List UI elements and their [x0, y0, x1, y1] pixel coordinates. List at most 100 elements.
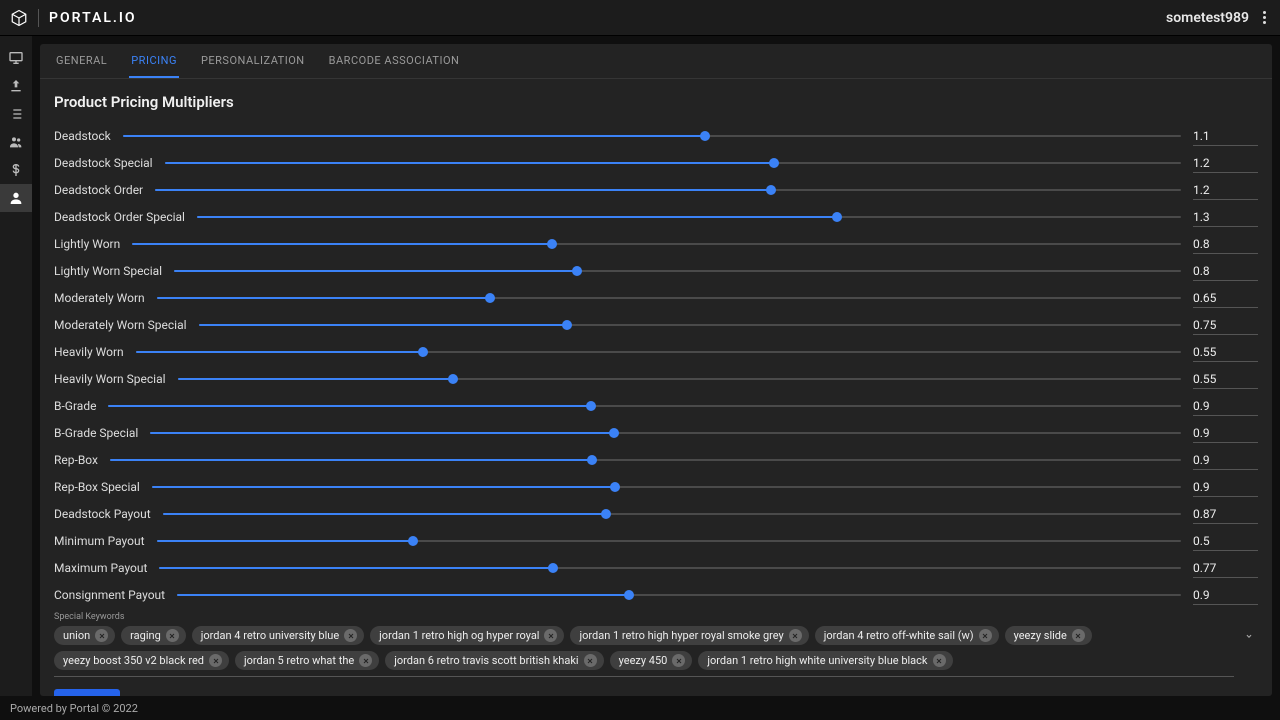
- slider-thumb[interactable]: [586, 401, 596, 411]
- close-icon[interactable]: [979, 629, 992, 642]
- close-icon[interactable]: [95, 629, 108, 642]
- slider-row: Consignment Payout0.9: [54, 584, 1258, 606]
- slider-thumb[interactable]: [448, 374, 458, 384]
- slider-row: Minimum Payout0.5: [54, 530, 1258, 552]
- slider-label: Deadstock Order: [54, 183, 143, 197]
- user-menu[interactable]: sometest989: [1166, 7, 1270, 28]
- close-icon[interactable]: [209, 654, 222, 667]
- slider-label: Heavily Worn: [54, 345, 124, 359]
- keyword-chip-label: jordan 1 retro high white university blu…: [707, 654, 927, 667]
- slider-thumb[interactable]: [587, 455, 597, 465]
- slider-thumb[interactable]: [408, 536, 418, 546]
- slider-value[interactable]: 0.9: [1193, 586, 1258, 605]
- sidebar-item-list[interactable]: [0, 100, 32, 128]
- slider-track[interactable]: [110, 449, 1181, 471]
- tabs: GENERAL PRICING PERSONALIZATION BARCODE ASS…: [40, 44, 1272, 79]
- slider-value[interactable]: 0.8: [1193, 235, 1258, 254]
- slider-label: Rep-Box Special: [54, 480, 140, 494]
- tab-barcode-association[interactable]: BARCODE ASSOCIATION: [327, 44, 462, 78]
- sidebar-item-dollar[interactable]: [0, 156, 32, 184]
- keyword-chip-label: jordan 1 retro high og hyper royal: [379, 629, 539, 642]
- slider-value[interactable]: 0.65: [1193, 289, 1258, 308]
- slider-value[interactable]: 0.87: [1193, 505, 1258, 524]
- slider-thumb[interactable]: [562, 320, 572, 330]
- keyword-chip: jordan 4 retro off-white sail (w): [815, 626, 999, 645]
- slider-value[interactable]: 0.9: [1193, 397, 1258, 416]
- slider-track[interactable]: [197, 206, 1181, 228]
- slider-thumb[interactable]: [610, 482, 620, 492]
- slider-track[interactable]: [178, 368, 1181, 390]
- sidebar-item-person[interactable]: [0, 184, 32, 212]
- slider-thumb[interactable]: [485, 293, 495, 303]
- slider-track[interactable]: [199, 314, 1181, 336]
- slider-value[interactable]: 1.3: [1193, 208, 1258, 227]
- slider-value[interactable]: 1.2: [1193, 154, 1258, 173]
- slider-track[interactable]: [123, 125, 1181, 147]
- close-icon[interactable]: [166, 629, 179, 642]
- slider-track[interactable]: [177, 584, 1181, 606]
- close-icon[interactable]: [544, 629, 557, 642]
- save-button[interactable]: SAVE: [54, 689, 120, 696]
- slider-thumb[interactable]: [548, 563, 558, 573]
- sidebar-item-monitor[interactable]: [0, 44, 32, 72]
- slider-thumb[interactable]: [700, 131, 710, 141]
- slider-value[interactable]: 0.5: [1193, 532, 1258, 551]
- close-icon[interactable]: [672, 654, 685, 667]
- more-icon[interactable]: [1259, 7, 1270, 28]
- slider-thumb[interactable]: [624, 590, 634, 600]
- slider-track[interactable]: [159, 557, 1181, 579]
- slider-label: Deadstock Order Special: [54, 210, 185, 224]
- slider-value[interactable]: 1.1: [1193, 127, 1258, 146]
- slider-track[interactable]: [132, 233, 1181, 255]
- slider-thumb[interactable]: [572, 266, 582, 276]
- slider-value[interactable]: 0.75: [1193, 316, 1258, 335]
- tab-general[interactable]: GENERAL: [54, 44, 109, 78]
- keyword-chip: jordan 5 retro what the: [235, 651, 379, 670]
- close-icon[interactable]: [1072, 629, 1085, 642]
- slider-thumb[interactable]: [609, 428, 619, 438]
- keyword-chip: yeezy 450: [610, 651, 693, 670]
- slider-value[interactable]: 0.77: [1193, 559, 1258, 578]
- slider-track[interactable]: [150, 422, 1181, 444]
- slider-track[interactable]: [157, 287, 1181, 309]
- tab-personalization[interactable]: PERSONALIZATION: [199, 44, 307, 78]
- slider-thumb[interactable]: [547, 239, 557, 249]
- slider-thumb[interactable]: [418, 347, 428, 357]
- slider-label: Rep-Box: [54, 453, 98, 467]
- close-icon[interactable]: [933, 654, 946, 667]
- keyword-chip: union: [54, 626, 115, 645]
- slider-track[interactable]: [152, 476, 1181, 498]
- slider-value[interactable]: 0.9: [1193, 424, 1258, 443]
- close-icon[interactable]: [359, 654, 372, 667]
- sidebar-item-upload[interactable]: [0, 72, 32, 100]
- slider-track[interactable]: [165, 152, 1181, 174]
- slider-track[interactable]: [136, 341, 1181, 363]
- slider-value[interactable]: 0.8: [1193, 262, 1258, 281]
- chevron-down-icon[interactable]: [1240, 626, 1258, 649]
- close-icon[interactable]: [584, 654, 597, 667]
- close-icon[interactable]: [344, 629, 357, 642]
- tab-pricing[interactable]: PRICING: [129, 44, 179, 78]
- slider-track[interactable]: [155, 179, 1181, 201]
- slider-track[interactable]: [108, 395, 1181, 417]
- slider-thumb[interactable]: [766, 185, 776, 195]
- slider-track[interactable]: [157, 530, 1182, 552]
- close-icon[interactable]: [789, 629, 802, 642]
- slider-value[interactable]: 0.9: [1193, 451, 1258, 470]
- slider-track[interactable]: [174, 260, 1181, 282]
- keyword-chip-label: union: [63, 629, 90, 642]
- slider-track[interactable]: [163, 503, 1181, 525]
- slider-value[interactable]: 0.9: [1193, 478, 1258, 497]
- slider-row: Deadstock 1.1: [54, 125, 1258, 147]
- slider-row: Deadstock Order Special 1.3: [54, 206, 1258, 228]
- slider-thumb[interactable]: [769, 158, 779, 168]
- sidebar-item-users[interactable]: [0, 128, 32, 156]
- slider-value[interactable]: 1.2: [1193, 181, 1258, 200]
- slider-label: Deadstock: [54, 129, 111, 143]
- slider-thumb[interactable]: [832, 212, 842, 222]
- keywords-label: Special Keywords: [54, 612, 1258, 622]
- slider-thumb[interactable]: [601, 509, 611, 519]
- slider-value[interactable]: 0.55: [1193, 370, 1258, 389]
- slider-value[interactable]: 0.55: [1193, 343, 1258, 362]
- slider-label: Lightly Worn: [54, 237, 120, 251]
